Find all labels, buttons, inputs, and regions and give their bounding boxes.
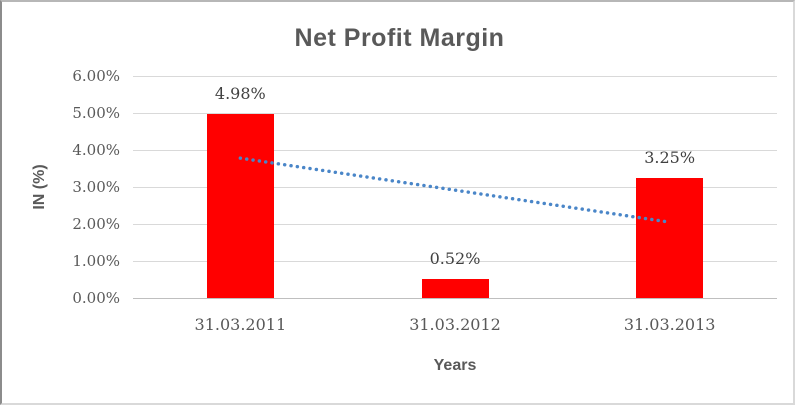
x-tick-label-31.03.2013: 31.03.2013 (623, 315, 716, 334)
x-tick-label-31.03.2011: 31.03.2011 (194, 315, 287, 334)
gridline (133, 261, 777, 262)
bar-31.03.2011 (206, 113, 274, 298)
data-label-31.03.2012: 0.52% (429, 248, 481, 268)
x-axis-line (133, 298, 777, 299)
bar-31.03.2012 (421, 278, 489, 298)
gridline (133, 224, 777, 225)
gridline (133, 76, 777, 77)
y-tick-label: 4.00% (72, 141, 120, 159)
gridline (133, 113, 777, 114)
data-label-31.03.2013: 3.25% (644, 147, 696, 167)
y-tick-label: 3.00% (72, 178, 120, 196)
x-axis-title: Years (433, 357, 477, 374)
y-tick-label: 6.00% (72, 67, 120, 85)
chart-title: Net Profit Margin (294, 24, 505, 52)
y-tick-label: 0.00% (72, 289, 120, 307)
y-tick-label: 2.00% (72, 215, 120, 233)
y-tick-label: 5.00% (72, 104, 120, 122)
gridline (133, 150, 777, 151)
bar-31.03.2013 (636, 177, 704, 298)
x-tick-label-31.03.2012: 31.03.2012 (409, 315, 501, 334)
data-label-31.03.2011: 4.98% (214, 83, 266, 103)
y-tick-label: 1.00% (72, 252, 120, 270)
